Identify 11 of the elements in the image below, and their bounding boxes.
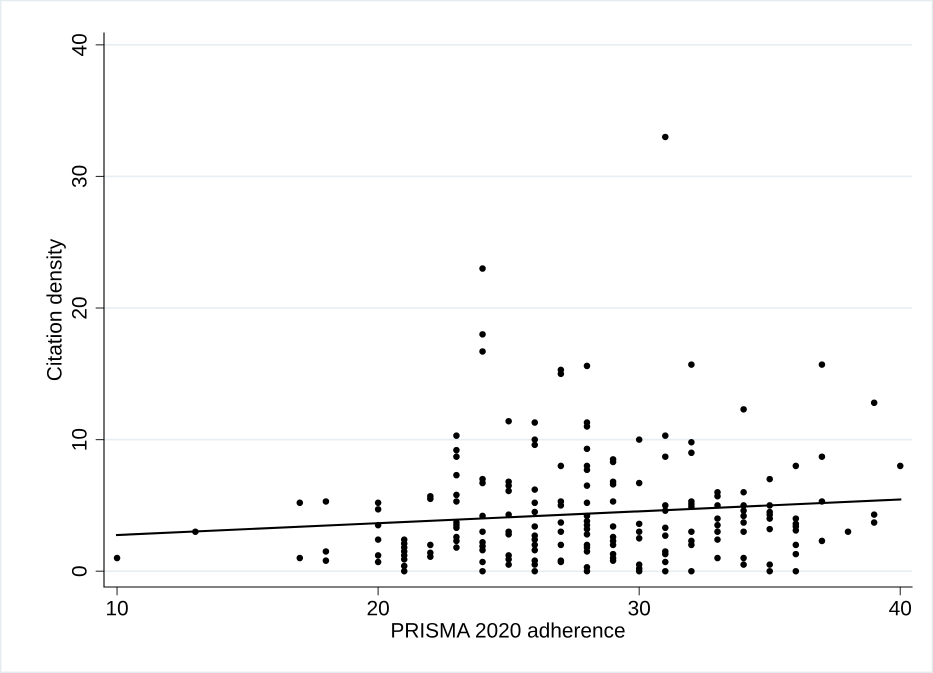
- x-tick-label: 30: [628, 600, 650, 616]
- x-axis-title: PRISMA 2020 adherence: [392, 622, 625, 638]
- x-tick-label: 20: [368, 600, 389, 616]
- y-tick-label: 30: [72, 166, 87, 188]
- x-tick-label: 10: [107, 600, 128, 616]
- y-tick-label: 0: [72, 566, 87, 576]
- y-tick-label: 10: [72, 428, 87, 450]
- y-axis-title: Citation density: [46, 238, 66, 380]
- x-tick-label: 40: [889, 600, 912, 616]
- y-tick-label: 20: [72, 297, 87, 319]
- y-tick-label: 40: [72, 34, 87, 56]
